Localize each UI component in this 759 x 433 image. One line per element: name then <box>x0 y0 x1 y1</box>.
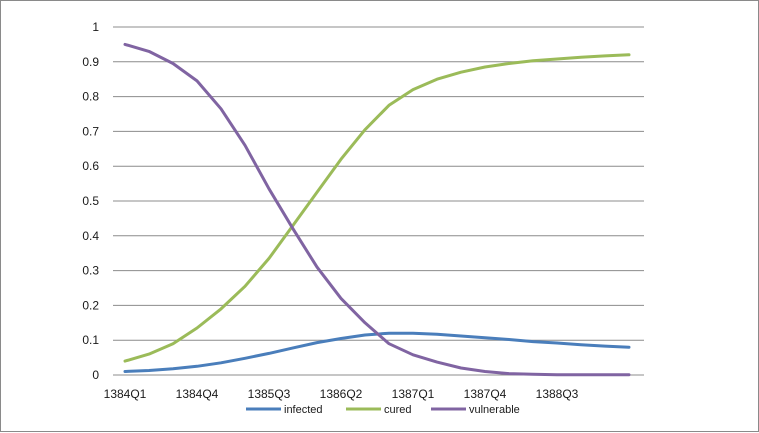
x-tick-label: 1384Q4 <box>176 387 219 401</box>
legend-label-infected: infected <box>284 404 323 416</box>
series-line-cured <box>123 53 631 363</box>
y-tick-label: 0.8 <box>82 90 99 104</box>
y-tick-label: 0.5 <box>82 194 99 208</box>
x-tick-label: 1388Q3 <box>536 387 579 401</box>
legend-item-cured: cured <box>346 404 412 416</box>
y-tick-label: 0 <box>92 368 99 382</box>
series-line-infected <box>123 331 631 373</box>
y-tick-label: 0.3 <box>82 264 99 278</box>
x-tick-label: 1387Q1 <box>392 387 435 401</box>
y-tick-label: 0.4 <box>82 229 99 243</box>
legend-label-cured: cured <box>384 404 412 416</box>
axes: 0 0.1 0.2 0.3 0.4 0.5 0.6 0.7 0.8 0.9 1 1384Q1 1384Q… <box>82 20 644 401</box>
legend: infected cured vulnerable <box>246 404 520 416</box>
x-tick-label: 1384Q1 <box>104 387 147 401</box>
legend-label-vulnerable: vulnerable <box>469 404 520 416</box>
series-lines <box>123 42 631 377</box>
y-tick-label: 0.7 <box>82 124 99 138</box>
x-tick-label: 1387Q4 <box>464 387 507 401</box>
gridlines <box>113 26 644 341</box>
y-tick-label: 0.1 <box>82 333 99 347</box>
y-tick-label: 0.9 <box>82 55 99 69</box>
series-line-vulnerable <box>123 42 631 377</box>
legend-item-infected: infected <box>246 404 323 416</box>
x-tick-label: 1386Q2 <box>320 387 363 401</box>
legend-item-vulnerable: vulnerable <box>431 404 520 416</box>
y-tick-label: 0.6 <box>82 159 99 173</box>
x-tick-label: 1385Q3 <box>248 387 291 401</box>
y-tick-label: 0.2 <box>82 298 99 312</box>
y-tick-label: 1 <box>92 20 99 34</box>
